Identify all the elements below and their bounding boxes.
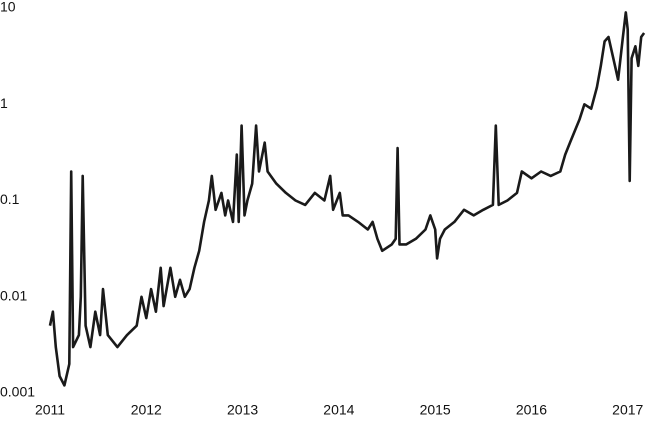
x-tick-label: 2012 — [131, 402, 162, 418]
price-line — [48, 11, 646, 387]
y-tick-label: 0.001 — [0, 384, 35, 400]
x-tick-label: 2014 — [323, 402, 354, 418]
y-tick-label: 0.01 — [0, 287, 27, 303]
x-tick-label: 2013 — [227, 402, 258, 418]
y-tick-label: 0.1 — [0, 191, 20, 207]
y-tick-label: 10 — [0, 0, 16, 15]
x-tick-label: 2016 — [516, 402, 547, 418]
y-tick-label: 1 — [0, 95, 8, 111]
x-tick-label: 2015 — [420, 402, 451, 418]
x-tick-label: 2011 — [35, 402, 65, 418]
x-tick-label: 2017 — [612, 402, 643, 418]
